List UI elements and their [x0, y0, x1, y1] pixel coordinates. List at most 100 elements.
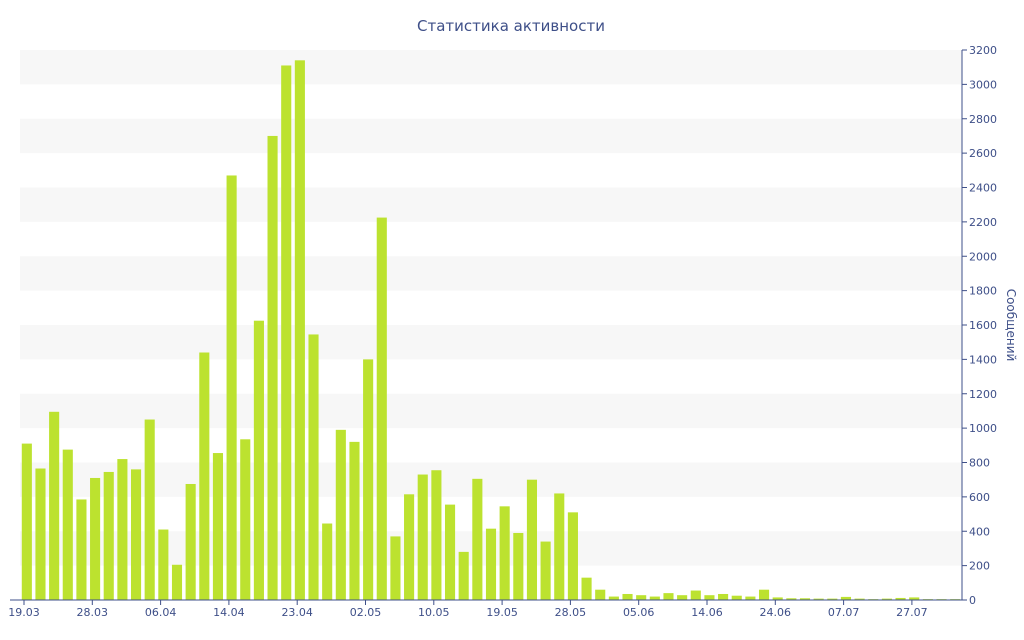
bar — [76, 499, 86, 600]
bar — [636, 595, 646, 600]
x-tick-label: 10.05 — [418, 606, 450, 619]
y-axis-ticks: 0 200 400 600 800 1000 1200 1400 1600 1800 2000 220… — [962, 44, 997, 607]
y-tick-label: 1400 — [969, 353, 997, 366]
bar — [582, 578, 592, 600]
bar — [199, 353, 209, 601]
bar — [595, 590, 605, 600]
y-axis-label: Сообщений — [1004, 289, 1018, 362]
y-tick-label: 600 — [969, 491, 990, 504]
bar — [172, 565, 182, 600]
y-tick-label: 400 — [969, 525, 990, 538]
bar — [691, 591, 701, 600]
bar — [322, 524, 332, 600]
x-tick-label: 19.05 — [486, 606, 518, 619]
bar — [513, 533, 523, 600]
y-tick-label: 2600 — [969, 147, 997, 160]
y-tick-label: 1600 — [969, 319, 997, 332]
y-tick-label: 2200 — [969, 216, 997, 229]
bar — [295, 60, 305, 600]
bar — [240, 439, 250, 600]
x-tick-label: 06.04 — [145, 606, 177, 619]
bar — [145, 420, 155, 600]
bar — [486, 529, 496, 600]
bar — [609, 597, 619, 600]
y-tick-label: 0 — [969, 594, 976, 607]
bar — [759, 590, 769, 600]
bar — [158, 530, 168, 600]
bar — [63, 450, 73, 600]
bar — [254, 321, 264, 600]
y-tick-label: 3200 — [969, 44, 997, 57]
bar — [117, 459, 127, 600]
bar — [308, 334, 318, 600]
grid-band — [20, 188, 962, 222]
x-axis-ticks: 19.03 28.03 06.04 14.04 23.04 02.05 10.05 19.05… — [8, 600, 927, 619]
x-tick-label: 19.03 — [8, 606, 40, 619]
bar — [459, 552, 469, 600]
x-tick-label: 28.05 — [555, 606, 587, 619]
bar — [349, 442, 359, 600]
x-tick-label: 07.07 — [828, 606, 860, 619]
x-tick-label: 05.06 — [623, 606, 655, 619]
grid-band — [20, 256, 962, 290]
y-tick-label: 1200 — [969, 388, 997, 401]
x-tick-label: 23.04 — [281, 606, 313, 619]
bar — [186, 484, 196, 600]
y-tick-label: 3000 — [969, 78, 997, 91]
bar — [663, 593, 673, 600]
x-tick-label: 14.06 — [691, 606, 723, 619]
bar — [554, 493, 564, 600]
y-tick-label: 2000 — [969, 250, 997, 263]
y-tick-label: 200 — [969, 560, 990, 573]
bar — [90, 478, 100, 600]
y-tick-label: 1000 — [969, 422, 997, 435]
y-tick-label: 2800 — [969, 113, 997, 126]
bar — [472, 479, 482, 600]
grid-band — [20, 50, 962, 84]
bar — [568, 512, 578, 600]
bar — [622, 594, 632, 600]
bar — [541, 542, 551, 600]
grid-band — [20, 463, 962, 497]
bar — [404, 494, 414, 600]
bar — [363, 359, 373, 600]
bar — [281, 65, 291, 600]
bar — [745, 597, 755, 600]
bar — [268, 136, 278, 600]
bar — [704, 595, 714, 600]
bar — [732, 596, 742, 600]
bar — [336, 430, 346, 600]
x-tick-label: 27.07 — [896, 606, 928, 619]
bar — [650, 597, 660, 600]
grid-band — [20, 325, 962, 359]
bar — [377, 218, 387, 600]
bar — [677, 595, 687, 600]
grid-band — [20, 119, 962, 153]
bar — [49, 412, 59, 600]
grid-band — [20, 394, 962, 428]
y-tick-label: 2400 — [969, 182, 997, 195]
bar — [227, 175, 237, 600]
bar — [35, 469, 45, 600]
bar — [390, 536, 400, 600]
bar — [431, 470, 441, 600]
x-tick-label: 28.03 — [77, 606, 109, 619]
bar — [418, 475, 428, 600]
chart-title: Статистика активности — [417, 17, 605, 35]
bar — [500, 506, 510, 600]
bar — [131, 469, 141, 600]
x-tick-label: 24.06 — [760, 606, 792, 619]
bar — [22, 444, 32, 600]
bar — [104, 472, 114, 600]
x-tick-label: 14.04 — [213, 606, 245, 619]
y-tick-label: 1800 — [969, 285, 997, 298]
bar — [718, 594, 728, 600]
x-tick-label: 02.05 — [350, 606, 382, 619]
y-tick-label: 800 — [969, 457, 990, 470]
bar — [445, 505, 455, 600]
bar — [527, 480, 537, 600]
bar — [213, 453, 223, 600]
grid-bands — [20, 50, 962, 566]
